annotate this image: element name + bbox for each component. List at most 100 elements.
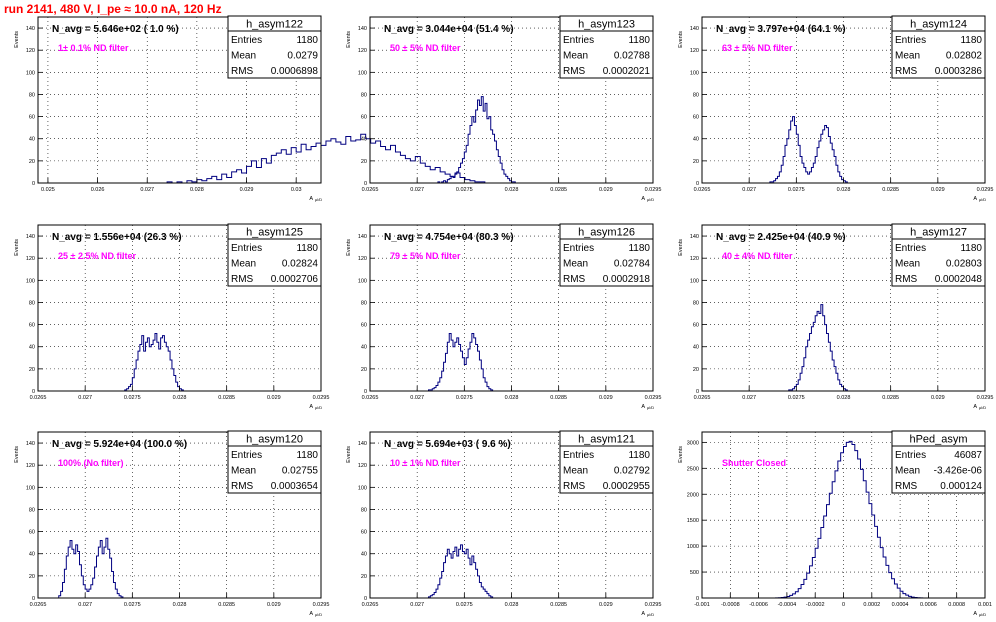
y-tick-label: 140	[690, 26, 699, 32]
histogram-name: hPed_asym	[909, 434, 967, 446]
x-tick-label: 0.0265	[30, 602, 47, 608]
x-tick-label: 0.0275	[456, 602, 473, 608]
y-tick-label: 0	[696, 389, 699, 395]
x-tick-label: 0.028	[190, 187, 204, 193]
x-tick-label: 0.0285	[550, 395, 567, 401]
y-tick-label: 80	[361, 92, 367, 98]
filter-label: 10 ± 1% ND filter	[390, 458, 461, 468]
x-tick-label: 0.0265	[694, 395, 711, 401]
x-tick-label: -0.001	[694, 602, 710, 608]
x-tick-label: 0.027	[410, 602, 424, 608]
x-tick-label: 0.027	[742, 187, 756, 193]
x-tick-label: 0.027	[742, 395, 756, 401]
x-tick-label: 0.0265	[30, 395, 47, 401]
stat-label: RMS	[231, 481, 254, 492]
x-tick-label: 0.0275	[124, 395, 141, 401]
x-tick-label: 0.0275	[124, 602, 141, 608]
y-tick-label: 60	[361, 115, 367, 121]
stat-label: Entries	[231, 450, 262, 461]
x-tick-label: 0.028	[505, 187, 519, 193]
x-tick-label: 0.028	[505, 395, 519, 401]
x-axis-label-sub: μl/D	[647, 612, 654, 617]
histogram-name: h_asym122	[246, 19, 303, 31]
plot-frame	[37, 16, 322, 184]
x-tick-label: 0.029	[240, 187, 254, 193]
stat-label: RMS	[895, 274, 918, 285]
stat-label: Mean	[563, 51, 588, 62]
stat-label: RMS	[895, 66, 918, 77]
y-tick-label: 100	[358, 70, 367, 76]
x-axis-label-sub: μl/D	[647, 405, 654, 410]
stat-value: 1180	[296, 450, 318, 461]
stat-value: 0.000124	[940, 481, 982, 492]
x-tick-label: 0.028	[173, 602, 187, 608]
x-tick-label: 0.0295	[645, 602, 662, 608]
y-tick-label: 120	[690, 256, 699, 262]
stat-value: 0.02802	[946, 51, 983, 62]
x-tick-label: 0.0285	[882, 395, 899, 401]
y-tick-label: 60	[29, 323, 35, 329]
x-tick-label: 0.0275	[788, 395, 805, 401]
y-tick-label: 80	[29, 300, 35, 306]
x-axis-label-sub: μl/D	[979, 197, 986, 202]
y-tick-label: 60	[29, 115, 35, 121]
y-tick-label: 100	[26, 70, 35, 76]
x-tick-label: 0.0265	[362, 395, 379, 401]
stat-value: 0.02803	[946, 259, 983, 270]
y-tick-label: 140	[690, 234, 699, 240]
stat-value: 0.0006898	[271, 66, 319, 77]
histogram-line	[772, 440, 926, 599]
y-tick-label: 0	[32, 596, 35, 602]
histogram-name: h_asym121	[578, 434, 635, 446]
y-tick-label: 100	[26, 485, 35, 491]
y-tick-label: 100	[358, 485, 367, 491]
y-axis-label: Events	[346, 239, 352, 256]
histogram-name: h_asym123	[578, 19, 635, 31]
x-tick-label: 0.0285	[218, 395, 235, 401]
x-tick-label: 0.0275	[456, 187, 473, 193]
x-tick-label: 0.029	[599, 602, 613, 608]
y-axis-label: Events	[14, 31, 20, 48]
histogram-name: h_asym126	[578, 227, 635, 239]
x-tick-label: 0.03	[291, 187, 302, 193]
x-tick-label: 0.0006	[920, 602, 937, 608]
y-axis-label: Events	[346, 31, 352, 48]
x-tick-label: -0.0004	[778, 602, 797, 608]
histogram-name: h_asym120	[246, 434, 303, 446]
y-tick-label: 500	[690, 570, 699, 576]
y-tick-label: 80	[361, 300, 367, 306]
histogram-line	[786, 304, 852, 392]
x-tick-label: 0	[842, 602, 845, 608]
x-axis-label: A	[973, 404, 977, 410]
stat-label: Entries	[895, 450, 926, 461]
stat-value: 0.02792	[614, 466, 651, 477]
stat-value: 0.02824	[282, 259, 319, 270]
y-tick-label: 140	[26, 26, 35, 32]
y-tick-label: 2000	[687, 492, 699, 498]
stat-value: 0.02755	[282, 466, 319, 477]
y-tick-label: 40	[361, 345, 367, 351]
y-tick-label: 140	[358, 26, 367, 32]
stat-value: 1180	[628, 35, 650, 46]
x-axis-label: A	[641, 404, 645, 410]
stat-label: RMS	[563, 66, 586, 77]
y-tick-label: 0	[696, 596, 699, 602]
stat-label: RMS	[231, 66, 254, 77]
y-tick-label: 20	[361, 574, 367, 580]
y-tick-label: 100	[358, 278, 367, 284]
stats-box	[227, 15, 322, 79]
x-tick-label: 0.028	[505, 602, 519, 608]
y-tick-label: 80	[361, 507, 367, 513]
stat-label: Entries	[231, 35, 262, 46]
y-tick-label: 140	[358, 441, 367, 447]
x-axis-label: A	[973, 611, 977, 617]
stat-label: Mean	[895, 466, 920, 477]
navg-label: N_avg = 4.754e+04 (80.3 %)	[384, 232, 514, 243]
stat-value: 1180	[960, 243, 982, 254]
x-tick-label: 0.025	[41, 187, 55, 193]
stat-value: 46087	[954, 450, 982, 461]
stat-label: RMS	[231, 274, 254, 285]
y-tick-label: 60	[693, 323, 699, 329]
x-tick-label: 0.0295	[313, 395, 330, 401]
x-tick-label: 0.0295	[977, 395, 994, 401]
